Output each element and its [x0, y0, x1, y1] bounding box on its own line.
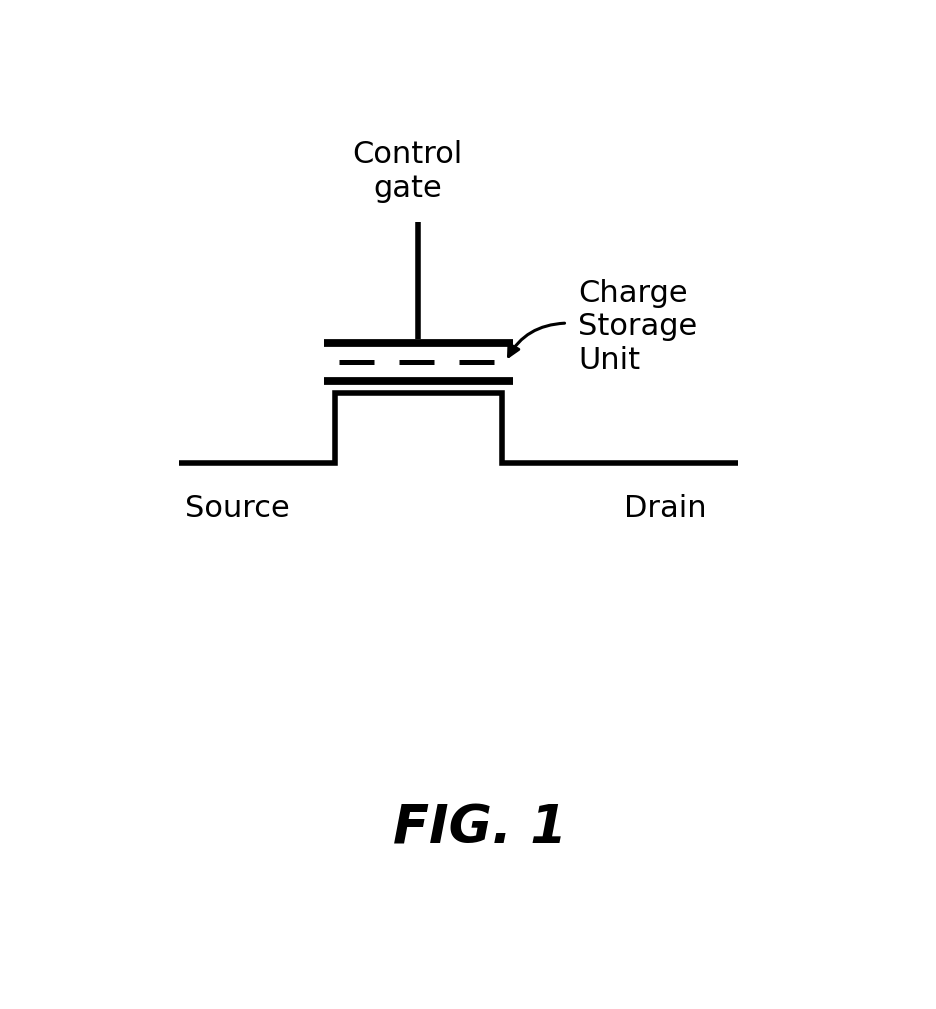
Text: Charge
Storage
Unit: Charge Storage Unit — [578, 278, 696, 375]
Text: Drain: Drain — [623, 494, 706, 523]
Text: Control
gate: Control gate — [352, 140, 462, 203]
Text: Source: Source — [184, 494, 289, 523]
Text: FIG. 1: FIG. 1 — [393, 802, 566, 854]
